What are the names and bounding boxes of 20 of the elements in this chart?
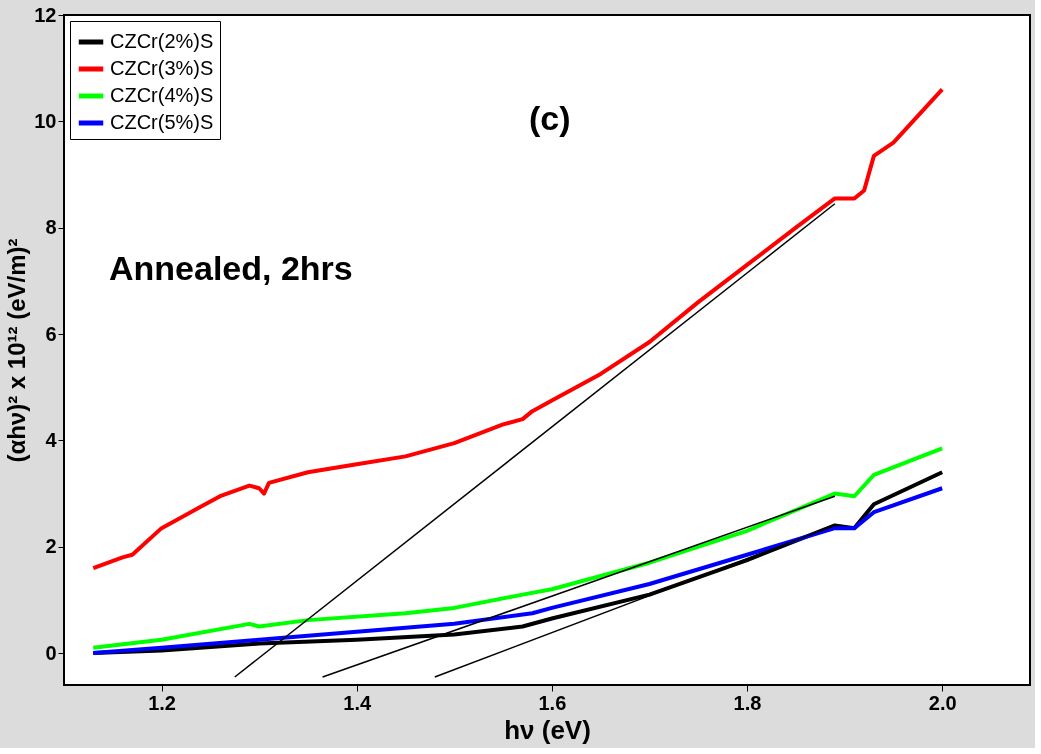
y-tick-label: 0 [45,641,57,664]
legend-label: CZCr(3%)S [110,57,214,79]
y-tick-label: 4 [45,428,58,451]
legend-label: CZCr(4%)S [110,84,214,106]
x-tick-label: 1.8 [733,691,762,714]
annotation: Annealed, 2hrs [109,249,353,287]
y-tick-label: 12 [34,3,57,26]
legend-label: CZCr(5%)S [110,111,214,133]
y-axis-title: (αhν)² x 10¹² (eV/m)² [3,238,31,463]
y-tick-label: 6 [45,322,57,345]
y-tick-label: 10 [34,109,57,132]
x-tick-label: 1.2 [148,691,176,714]
x-tick-label: 1.4 [343,691,372,714]
x-tick-label: 2.0 [928,691,957,714]
legend-label: CZCr(2%)S [110,30,214,52]
annotation: (c) [529,99,571,137]
y-tick-label: 2 [45,535,57,558]
x-tick-label: 1.6 [538,691,567,714]
y-tick-label: 8 [45,216,57,239]
x-axis-title: hν (eV) [504,714,591,745]
